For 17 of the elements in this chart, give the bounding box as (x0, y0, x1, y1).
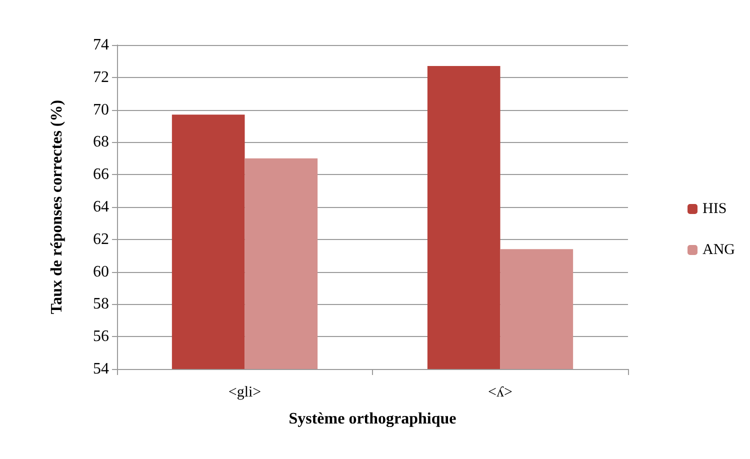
x-tick-label: <gli> (228, 384, 262, 400)
y-tick-label: 74 (93, 36, 109, 54)
y-tick-label: 60 (93, 263, 109, 280)
y-tick-label: 54 (93, 360, 109, 378)
legend-label: ANG (702, 242, 736, 258)
y-tick-label: 64 (93, 198, 109, 216)
y-tick-label: 56 (93, 328, 109, 346)
legend-label: HIS (702, 201, 727, 217)
y-axis-title: Taux de réponses correctes (%) (48, 100, 66, 314)
y-tick-label: 70 (93, 101, 109, 118)
y-tick-label: 62 (93, 230, 109, 248)
y-tick-label: 66 (93, 166, 109, 184)
x-axis-title: Système orthographique (288, 410, 456, 428)
x-tick-label: <ʎ> (488, 384, 512, 400)
y-tick-label: 72 (93, 68, 109, 86)
y-tick-label: 58 (93, 296, 109, 313)
y-tick-label: 68 (93, 134, 109, 151)
